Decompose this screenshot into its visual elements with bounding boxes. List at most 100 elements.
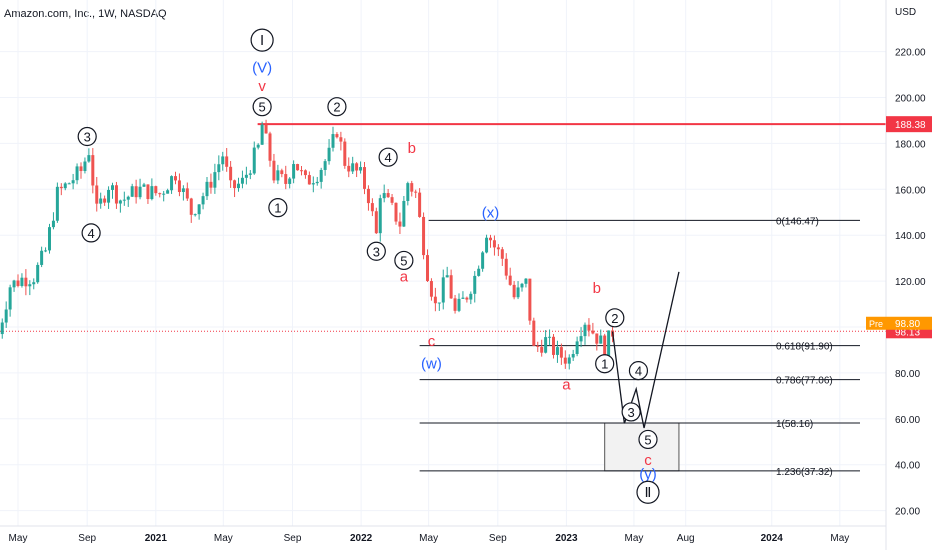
candle-body	[28, 284, 32, 287]
candle-body	[603, 335, 607, 357]
wave-circle	[621, 402, 641, 422]
candle-body	[217, 164, 221, 173]
fib-label: 0(146.47)	[776, 216, 819, 227]
wave-label: b	[408, 140, 416, 157]
candle-body	[307, 175, 311, 185]
candle-body	[567, 357, 571, 364]
candlesticks	[0, 119, 615, 370]
wave-label: (V)	[252, 60, 272, 77]
candle-body	[595, 333, 599, 344]
candle-body	[181, 188, 185, 193]
candle-body	[485, 237, 489, 253]
candle-body	[114, 185, 118, 204]
candle-body	[496, 247, 500, 250]
wave-label: 3	[84, 130, 91, 145]
candle-body	[44, 250, 48, 252]
candle-body	[16, 280, 20, 286]
candle-body	[280, 170, 284, 175]
wave-label: 4	[88, 226, 95, 241]
wave-circle	[252, 97, 272, 117]
candle-body	[177, 180, 181, 193]
x-tick-label: May	[624, 533, 643, 544]
candle-body	[205, 181, 209, 197]
candle-body	[489, 237, 492, 241]
candle-body	[166, 190, 170, 194]
candle-body	[508, 275, 512, 285]
fib-label: 0.786(77.06)	[776, 376, 833, 387]
grid	[0, 0, 886, 526]
candle-body	[67, 183, 71, 185]
candle-body	[91, 155, 95, 186]
x-tick-label: 2024	[761, 533, 784, 544]
candle-body	[437, 302, 441, 304]
candle-body	[59, 186, 63, 189]
candle-body	[552, 336, 555, 355]
candle-body	[79, 166, 83, 172]
y-tick-label: 220.00	[895, 48, 926, 59]
premarket-price-label: 98.80	[895, 319, 920, 330]
wave-circle	[77, 126, 97, 147]
candle-body	[51, 220, 55, 228]
candle-body	[55, 186, 59, 221]
candle-body	[520, 283, 524, 288]
candle-body	[174, 176, 177, 181]
wave-circle	[366, 241, 386, 261]
candle-body	[248, 173, 252, 175]
y-tick-label: 60.00	[895, 415, 920, 426]
candle-body	[213, 172, 217, 188]
candle-body	[221, 156, 225, 165]
candle-body	[441, 277, 445, 303]
x-tick-label: Sep	[78, 533, 96, 544]
wave-circle	[250, 28, 274, 52]
resistance-price-tag	[886, 116, 932, 133]
wave-label: a	[400, 269, 409, 286]
candle-body	[197, 204, 201, 215]
candle-body	[95, 185, 99, 204]
candle-body	[75, 166, 79, 181]
candle-body	[548, 336, 552, 338]
candle-body	[516, 287, 520, 298]
candle-body	[410, 183, 414, 192]
candle-body	[532, 320, 536, 346]
candle-body	[87, 155, 91, 162]
currency-label: USD	[895, 7, 917, 18]
candle-body	[24, 277, 28, 287]
wave-label: c	[644, 452, 652, 469]
wave-label: c	[428, 333, 436, 350]
candle-body	[32, 282, 36, 285]
candle-body	[315, 181, 319, 184]
candle-body	[524, 278, 528, 284]
candle-body	[36, 264, 40, 283]
candle-body	[465, 297, 469, 300]
candle-body	[272, 160, 276, 181]
x-tick-label: May	[214, 533, 233, 544]
candle-body	[126, 196, 130, 200]
candle-body	[390, 197, 394, 203]
candle-body	[12, 280, 16, 288]
candle-body	[366, 188, 370, 204]
candle-body	[461, 297, 465, 299]
candle-body	[351, 163, 355, 172]
wave-label: 4	[635, 364, 642, 379]
candle-body	[398, 221, 402, 227]
wave-label: b	[593, 280, 601, 297]
horizontal-levels: 0(146.47) 0.618(91.90) 0.786(77.06) 1(58.16…	[0, 123, 886, 478]
candle-body	[20, 277, 24, 286]
candle-body	[323, 161, 327, 170]
candle-body	[473, 275, 477, 294]
candle-body	[103, 198, 107, 203]
candle-body	[130, 186, 134, 197]
wave-circle	[628, 361, 649, 381]
y-tick-label: 120.00	[895, 277, 926, 288]
candle-body	[386, 193, 390, 198]
wave-label: 2	[333, 100, 340, 115]
candle-body	[0, 322, 4, 335]
wave-circle	[378, 147, 398, 167]
candle-body	[363, 167, 366, 189]
candle-body	[355, 163, 359, 171]
candle-body	[233, 180, 237, 189]
fib-label: 0.618(91.90)	[776, 342, 833, 353]
candle-body	[256, 144, 260, 148]
